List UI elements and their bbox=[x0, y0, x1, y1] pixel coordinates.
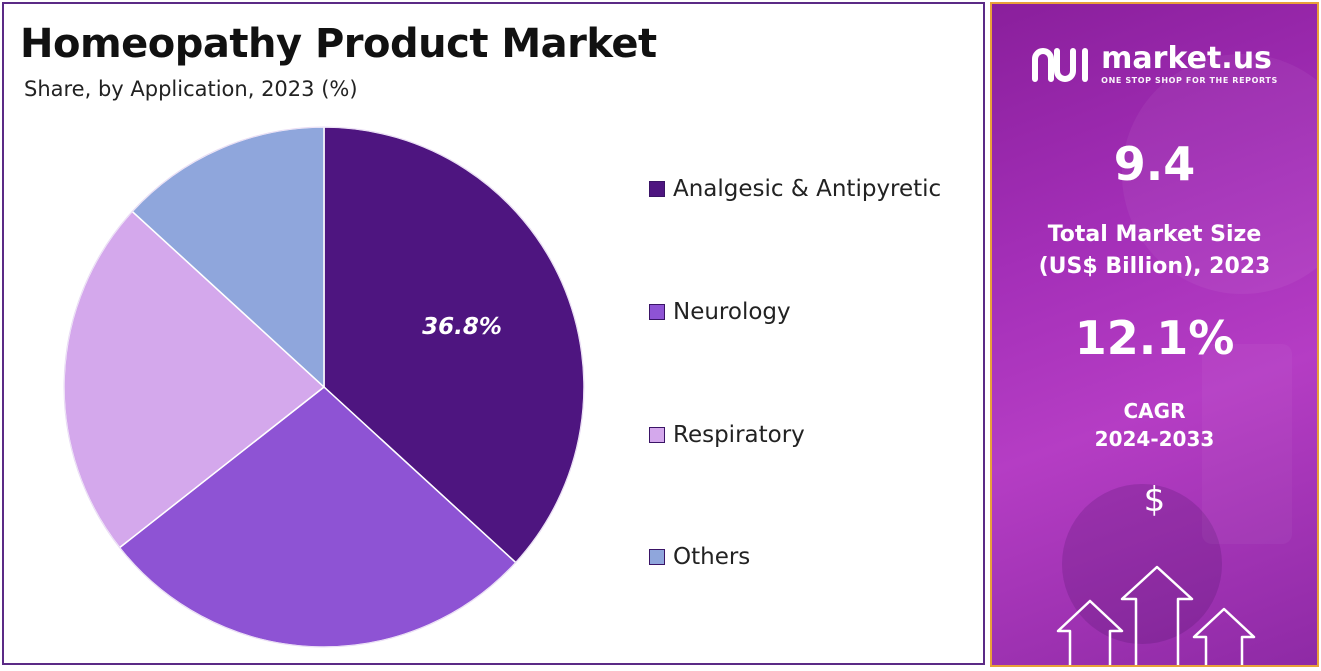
legend-label: Analgesic & Antipyretic bbox=[673, 176, 942, 202]
market-size-label-line2: (US$ Billion), 2023 bbox=[1038, 254, 1271, 279]
legend-label: Neurology bbox=[673, 299, 791, 325]
legend-item: Analgesic & Antipyretic bbox=[649, 176, 941, 202]
legend-item: Others bbox=[649, 544, 750, 570]
cagr-label-line1: CAGR bbox=[1123, 399, 1186, 423]
legend-swatch bbox=[649, 427, 665, 443]
cagr-value: 12.1% bbox=[1074, 311, 1235, 365]
data-label: 36.8% bbox=[422, 314, 502, 340]
cagr-label-line2: 2024-2033 bbox=[1094, 427, 1215, 451]
legend-item: Neurology bbox=[649, 299, 791, 325]
brand: market.us ONE STOP SHOP FOR THE REPORTS bbox=[992, 44, 1317, 85]
brand-name: market.us bbox=[1101, 41, 1272, 76]
legend-swatch bbox=[649, 181, 665, 197]
growth-arrows-icon bbox=[1056, 565, 1256, 665]
chart-panel: Homeopathy Product Market Share, by Appl… bbox=[2, 2, 985, 665]
legend: Analgesic & Antipyretic Neurology Respirat… bbox=[649, 4, 979, 667]
market-us-logo-icon bbox=[1032, 47, 1089, 82]
legend-label: Others bbox=[673, 544, 751, 570]
legend-swatch bbox=[649, 304, 665, 320]
info-panel: market.us ONE STOP SHOP FOR THE REPORTS … bbox=[990, 2, 1319, 667]
legend-swatch bbox=[649, 549, 665, 565]
background-decoration bbox=[1062, 54, 1317, 644]
brand-tagline: ONE STOP SHOP FOR THE REPORTS bbox=[1101, 76, 1278, 85]
pie-outline bbox=[63, 126, 585, 648]
market-size-label-line1: Total Market Size bbox=[1047, 222, 1262, 247]
chart-title: Homeopathy Product Market bbox=[20, 21, 657, 67]
legend-label: Respiratory bbox=[673, 422, 805, 448]
market-size-value: 9.4 bbox=[1113, 137, 1196, 191]
legend-item: Respiratory bbox=[649, 422, 805, 448]
dollar-icon: $ bbox=[1143, 480, 1166, 520]
chart-subtitle: Share, by Application, 2023 (%) bbox=[24, 77, 358, 101]
pie-chart: 36.8% bbox=[63, 126, 585, 648]
